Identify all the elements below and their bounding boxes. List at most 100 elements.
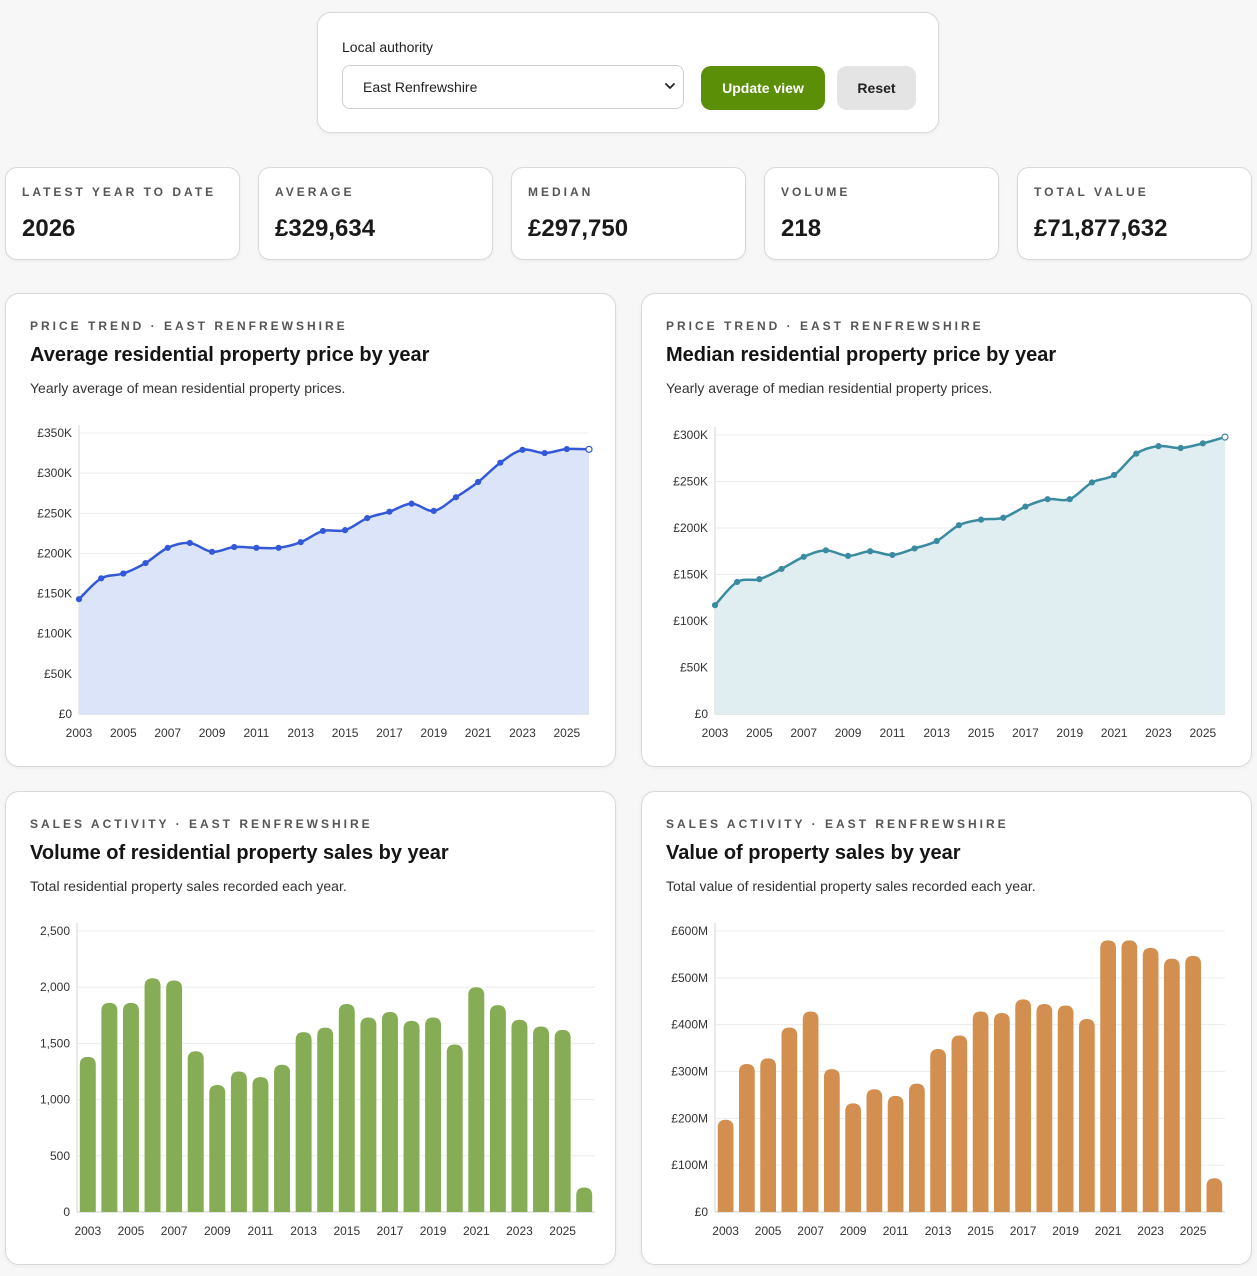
average-point: [98, 575, 105, 582]
value-bar: [1057, 1005, 1074, 1212]
x-tick-label: 2005: [755, 1224, 782, 1238]
average-point: [452, 494, 460, 501]
median-area-fill: [715, 437, 1225, 714]
volume-bar: [554, 1029, 571, 1212]
x-tick-label: 2009: [840, 1224, 867, 1238]
median-point: [711, 602, 719, 609]
median-point: [867, 548, 874, 555]
median-point: [933, 537, 940, 545]
volume-bar: [295, 1032, 312, 1212]
value-bar: [845, 1103, 861, 1212]
stat-value: £329,634: [275, 215, 376, 242]
x-tick-label: 2023: [506, 1224, 533, 1238]
average-point: [164, 544, 171, 551]
stat-card-total-value: TOTAL VALUE £71,877,632: [1017, 167, 1252, 260]
local-authority-select[interactable]: East Renfrewshire: [342, 65, 684, 109]
x-tick-label: 2019: [420, 1224, 447, 1238]
median-point: [1155, 443, 1162, 450]
x-tick-label: 2015: [967, 1224, 994, 1238]
median-point: [977, 516, 985, 523]
volume-bar: [317, 1027, 334, 1212]
x-tick-label: 2021: [1095, 1224, 1122, 1238]
value-bar: [1121, 940, 1138, 1212]
x-tick-label: 2015: [332, 726, 359, 740]
median-point: [1221, 433, 1229, 441]
sales-value-chart: £0 £100M £200M £300M £400M £500M £600M 2003 2005…: [671, 923, 1225, 1238]
volume-bar: [101, 1002, 118, 1212]
median-point: [1199, 440, 1206, 447]
chevron-down-icon: [665, 83, 675, 89]
y-tick-label: 0: [63, 1205, 70, 1219]
average-point: [142, 559, 149, 567]
sales-volume-chart: 0 500 1,000 1,500 2,000 2,500 2003 2005 2007 2009…: [40, 923, 595, 1238]
average-point: [408, 500, 415, 507]
value-bar: [1036, 1004, 1053, 1212]
value-bar: [866, 1089, 883, 1212]
value-bar: [887, 1095, 904, 1212]
stat-label: LATEST YEAR TO DATE: [22, 185, 217, 199]
x-tick-label: 2023: [509, 726, 536, 740]
median-price-card: £0 £50K £100K £150K £200K £250K £300K 2003 2005 2…: [641, 293, 1252, 767]
value-bar: [1206, 1178, 1223, 1212]
value-bar: [1015, 999, 1031, 1212]
update-view-button[interactable]: Update view: [701, 66, 825, 110]
volume-bar: [274, 1064, 291, 1212]
value-bar: [781, 1027, 798, 1212]
stat-card-latest-year: LATEST YEAR TO DATE 2026: [5, 167, 240, 260]
stat-value: £71,877,632: [1034, 215, 1168, 242]
volume-bar: [381, 1011, 398, 1212]
y-tick-label: £150K: [37, 587, 72, 601]
median-point: [1111, 471, 1118, 479]
volume-bar: [122, 1002, 139, 1212]
value-bar: [802, 1011, 819, 1212]
median-point: [1066, 496, 1073, 503]
average-point: [364, 515, 371, 522]
y-tick-label: 1,000: [40, 1093, 70, 1107]
y-tick-label: £150K: [673, 568, 708, 582]
reset-button[interactable]: Reset: [837, 66, 916, 110]
x-tick-label: 2003: [712, 1224, 739, 1238]
stat-label: VOLUME: [781, 185, 851, 199]
card-subtitle: Yearly average of median residential pro…: [666, 380, 993, 396]
x-tick-label: 2025: [1180, 1224, 1207, 1238]
x-tick-label: 2013: [287, 726, 314, 740]
average-point: [585, 445, 593, 453]
x-tick-label: 2025: [1189, 726, 1216, 740]
y-tick-label: £500M: [671, 971, 708, 985]
value-bar: [717, 1119, 734, 1212]
x-tick-label: 2023: [1145, 726, 1172, 740]
volume-bar: [446, 1044, 463, 1212]
median-point: [955, 522, 963, 529]
y-tick-label: £250K: [37, 506, 72, 520]
x-tick-label: 2013: [290, 1224, 317, 1238]
median-point: [1022, 503, 1029, 510]
volume-bar: [511, 1019, 528, 1212]
x-tick-label: 2017: [1012, 726, 1039, 740]
average-point: [341, 527, 349, 534]
volume-bar: [79, 1056, 96, 1212]
card-subtitle: Yearly average of mean residential prope…: [30, 380, 346, 396]
local-authority-selected: East Renfrewshire: [363, 79, 478, 95]
x-tick-label: 2023: [1137, 1224, 1164, 1238]
volume-bar: [209, 1084, 226, 1212]
volume-bar: [425, 1017, 442, 1212]
value-bar: [994, 1012, 1010, 1212]
volume-bar: [489, 1005, 506, 1212]
sales-value-card: £0 £100M £200M £300M £400M £500M £600M 2003 2005…: [641, 791, 1252, 1265]
y-tick-label: £300K: [673, 428, 708, 442]
stat-card-volume: VOLUME 218: [764, 167, 999, 260]
card-title: Value of property sales by year: [666, 842, 961, 864]
median-point: [844, 552, 852, 559]
x-tick-label: 2017: [376, 726, 403, 740]
x-tick-label: 2003: [74, 1224, 101, 1238]
x-tick-label: 2009: [199, 726, 226, 740]
x-tick-label: 2005: [746, 726, 773, 740]
x-tick-label: 2025: [553, 726, 580, 740]
y-tick-label: £0: [695, 1205, 709, 1219]
average-point: [430, 507, 437, 514]
y-tick-label: £200M: [671, 1111, 708, 1125]
local-authority-label: Local authority: [342, 39, 434, 55]
value-bar: [739, 1064, 755, 1212]
median-point: [822, 547, 829, 554]
x-tick-label: 2005: [110, 726, 137, 740]
